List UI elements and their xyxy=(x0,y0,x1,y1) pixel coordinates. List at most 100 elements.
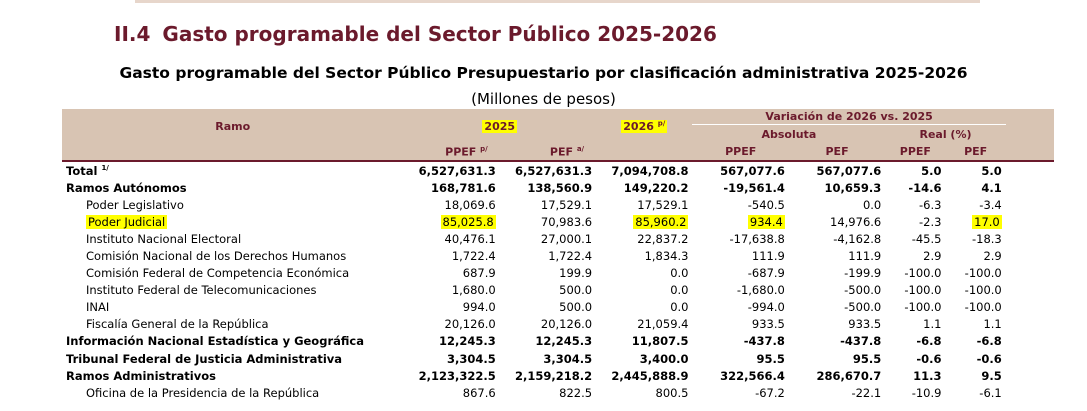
cell-pef25: 138,560.9 xyxy=(500,179,596,196)
row-end xyxy=(1006,333,1054,350)
cell-real-ppef: -100.0 xyxy=(885,282,945,299)
cell-real-pef: -6.1 xyxy=(945,384,1005,401)
cell-abs-ppef: -67.2 xyxy=(692,384,788,401)
table-row: Oficina de la Presidencia de la Repúblic… xyxy=(62,384,1054,401)
cell-value: 2.9 xyxy=(923,249,942,264)
cell-pef25: 500.0 xyxy=(500,282,596,299)
cell-value: 687.9 xyxy=(462,266,496,281)
cell-value: 3,304.5 xyxy=(446,351,496,366)
cell-value: 138,560.9 xyxy=(527,180,593,195)
cell-abs-pef: -437.8 xyxy=(789,333,885,350)
cell-ppef25: 1,722.4 xyxy=(403,247,499,264)
row-label-text: Poder Judicial xyxy=(86,214,168,229)
row-label-text: Instituto Federal de Telecomunicaciones xyxy=(86,283,317,298)
cell-value: 17,529.1 xyxy=(637,197,689,212)
row-note: 1/ xyxy=(101,163,109,172)
cell-abs-pef: 0.0 xyxy=(789,196,885,213)
cell-value: -17,638.8 xyxy=(729,231,785,246)
cell-ppef25: 6,527,631.3 xyxy=(403,161,499,179)
cell-value: 199.9 xyxy=(559,266,593,281)
cell-value: 3,304.5 xyxy=(543,351,593,366)
section-number: II.4 xyxy=(114,22,151,46)
cell-pef25: 199.9 xyxy=(500,265,596,282)
row-label: Instituto Nacional Electoral xyxy=(62,230,403,247)
cell-pef25: 70,983.6 xyxy=(500,213,596,230)
cell-real-pef: -3.4 xyxy=(945,196,1005,213)
budget-table: Ramo 2025 2026 p/ Variación de 2026 vs. … xyxy=(62,109,1054,401)
header-2026-blank xyxy=(596,143,693,162)
cell-value: 6,527,631.3 xyxy=(514,163,593,178)
cell-value: 27,000.1 xyxy=(540,231,593,246)
cell-value: -500.0 xyxy=(844,283,882,298)
cell-value: -1,680.0 xyxy=(736,283,785,298)
cell-value: 9.5 xyxy=(981,368,1002,383)
table-row: Poder Judicial 85,025.8 70,983.6 85,960.2 93… xyxy=(62,213,1054,230)
row-end xyxy=(1006,367,1054,384)
cell-ppef25: 20,126.0 xyxy=(403,316,499,333)
cell-abs-pef: 933.5 xyxy=(789,316,885,333)
cell-real-ppef: -0.6 xyxy=(885,350,945,367)
section-title-text: Gasto programable del Sector Público 202… xyxy=(162,22,717,46)
cell-value: 6,527,631.3 xyxy=(418,163,496,178)
cell-value: -0.6 xyxy=(916,351,942,366)
cell-value: -100.0 xyxy=(904,283,942,298)
row-label-text: Instituto Nacional Electoral xyxy=(86,231,242,246)
cell-value: -500.0 xyxy=(844,300,882,315)
header-abs-ppef: PPEF xyxy=(692,143,789,162)
cell-value: -100.0 xyxy=(964,283,1002,298)
cell-value: 1,680.0 xyxy=(451,283,496,298)
row-label-text: Ramos Autónomos xyxy=(66,180,187,195)
cell-value: 85,960.2 xyxy=(633,214,689,229)
cell-abs-ppef: 934.4 xyxy=(692,213,788,230)
cell-ppef25: 12,245.3 xyxy=(403,333,499,350)
cell-abs-ppef: 95.5 xyxy=(692,350,788,367)
table-row: Tribunal Federal de Justicia Administrat… xyxy=(62,350,1054,367)
cell-pef25: 3,304.5 xyxy=(500,350,596,367)
cell-value: 800.5 xyxy=(655,385,689,400)
cell-real-ppef: -100.0 xyxy=(885,265,945,282)
cell-value: 10,659.3 xyxy=(824,180,882,195)
cell-pef25: 822.5 xyxy=(500,384,596,401)
cell-ppef25: 18,069.6 xyxy=(403,196,499,213)
table-row: INAI 994.0 500.0 0.0 -994.0 -500.0 -100.0 -100.… xyxy=(62,299,1054,316)
header-absoluta: Absoluta xyxy=(692,124,886,143)
row-end xyxy=(1006,350,1054,367)
cell-real-pef: 17.0 xyxy=(945,213,1005,230)
header-abs-pef: PEF xyxy=(788,143,886,162)
cell-value: 20,126.0 xyxy=(540,317,593,332)
header-blank xyxy=(62,143,404,162)
cell-value: 18,069.6 xyxy=(444,197,496,212)
cell-value: 12,245.3 xyxy=(535,334,593,349)
cell-y26: 21,059.4 xyxy=(596,316,692,333)
cell-abs-pef: -4,162.8 xyxy=(789,230,885,247)
cell-abs-ppef: -437.8 xyxy=(692,333,788,350)
cell-value: -6.8 xyxy=(976,334,1002,349)
cell-abs-pef: -500.0 xyxy=(789,299,885,316)
row-end xyxy=(1006,230,1054,247)
cell-value: 95.5 xyxy=(852,351,882,366)
table-row: Instituto Nacional Electoral 40,476.1 27,0… xyxy=(62,230,1054,247)
header-2026-highlight: 2026 p/ xyxy=(621,119,668,133)
row-label-text: Oficina de la Presidencia de la Repúblic… xyxy=(86,385,320,400)
cell-value: 17,529.1 xyxy=(540,197,593,212)
cell-real-pef: -6.8 xyxy=(945,333,1005,350)
cell-abs-ppef: 111.9 xyxy=(692,247,788,264)
cell-value: 85,025.8 xyxy=(440,214,496,229)
cell-ppef25: 85,025.8 xyxy=(403,213,499,230)
cell-value: 111.9 xyxy=(848,249,882,264)
cell-value: -6.8 xyxy=(916,334,942,349)
cell-y26: 0.0 xyxy=(596,265,692,282)
row-end xyxy=(1006,196,1054,213)
cell-real-ppef: -45.5 xyxy=(885,230,945,247)
header-real-ppef: PPEF xyxy=(885,143,946,162)
row-label-text: Total xyxy=(66,163,98,178)
cell-pef25: 2,159,218.2 xyxy=(500,367,596,384)
row-label: Información Nacional Estadística y Geogr… xyxy=(62,333,403,350)
cell-ppef25: 3,304.5 xyxy=(403,350,499,367)
cell-value: 168,781.6 xyxy=(430,180,496,195)
header-ppef-label: PPEF xyxy=(445,145,477,159)
cell-abs-pef: -22.1 xyxy=(789,384,885,401)
cell-abs-ppef: -17,638.8 xyxy=(692,230,788,247)
cell-value: 867.6 xyxy=(462,385,496,400)
row-label: Oficina de la Presidencia de la Repúblic… xyxy=(62,384,403,401)
